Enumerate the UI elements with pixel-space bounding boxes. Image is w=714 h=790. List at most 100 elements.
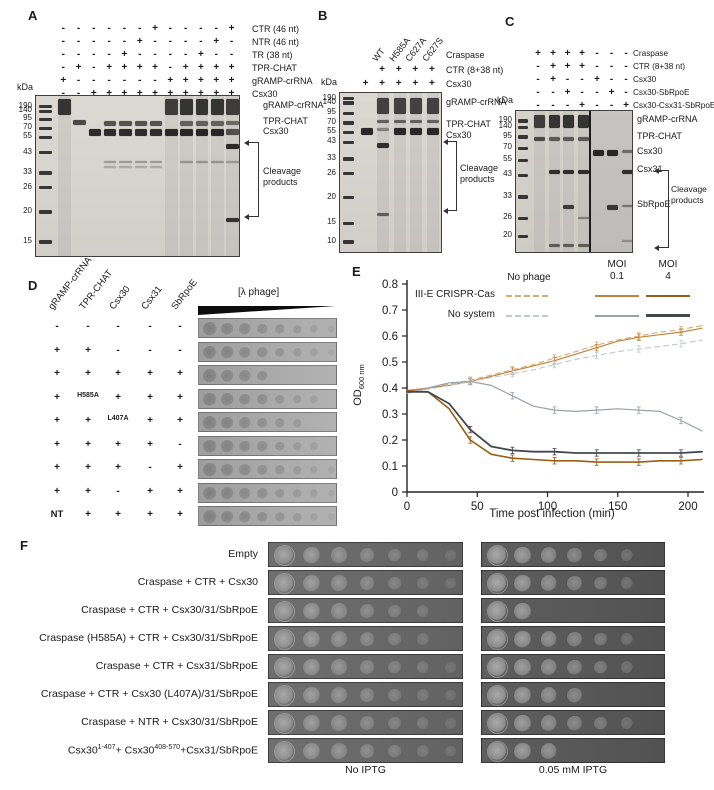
panel-a-sign: - [107,23,111,34]
phage-spot [203,369,217,383]
panel-c-sign: + [623,100,629,111]
gel-lane-smear [393,93,406,252]
panel-a-sign: + [198,62,204,73]
phage-spot [203,416,217,430]
mw-marker-band [39,135,52,140]
panel-a-sign: - [229,36,234,47]
gel-band-label: Csx30 [637,146,663,156]
mw-marker-band [39,171,52,175]
phage-spot [416,605,430,618]
panel-d-strip [198,435,337,456]
phage-spot [274,488,285,499]
phage-spot [514,742,532,761]
panel-a-sign: + [136,88,143,99]
phage-spot [359,743,376,760]
phage-spot [620,549,634,562]
mw-marker-value: 15 [23,235,32,245]
panel-a-sign: - [138,75,142,86]
panel-a-label: A [28,8,38,23]
gel-lane-smear [426,93,439,252]
phage-spot [292,442,302,451]
panel-f-strip-left [268,626,463,651]
mw-marker-band [518,135,528,139]
gel-band [410,127,423,135]
mw-marker-band [39,109,52,114]
gel-band-label: Csx31 [637,164,663,174]
gel-band [393,127,406,135]
cleavage-bracket-vline [258,142,260,216]
panel-f-strip-right [481,654,665,679]
panel-a-sign: + [213,36,220,47]
gel-band [149,129,163,136]
panel-d-sign: + [85,415,91,426]
panel-c-sign: + [550,74,556,85]
phage-spot [221,487,234,500]
phage-spot [238,417,251,429]
mw-marker-band [342,196,354,200]
panel-f-strip-right [481,738,665,763]
gel-band [134,160,147,164]
panel-b-variant-label: WT [370,46,387,64]
phage-spot [359,659,376,676]
gel-band-label: SbRpoE [637,199,671,209]
panel-a-kda-label: kDa [16,82,33,92]
gel-band [426,119,439,124]
panel-b-sign: + [362,78,369,89]
phage-spot [567,715,583,732]
phage-spot [302,546,321,565]
phage-spot [292,489,302,498]
phage-spot [256,441,268,452]
cleavage-arrow-icon [443,138,448,145]
phage-spot [567,687,583,704]
panel-a-sign: + [182,88,189,99]
phage-spot [359,603,376,620]
panel-c-sign: - [536,100,540,111]
phage-spot [487,658,507,677]
panel-a-sign: + [152,62,158,73]
phage-spot [331,659,348,676]
panel-a-sign: + [182,62,189,73]
phage-spot [514,686,532,705]
panel-b-condition-label: CTR (8+38 nt) [446,65,504,75]
phage-spot [416,633,430,646]
panel-d-sign: + [85,344,91,356]
mw-marker-value: 95 [503,130,512,140]
panel-d-sign: - [86,321,90,332]
panel-c-sign: + [550,61,556,72]
panel-c-cleavage-label: Cleavage products [671,184,707,205]
gel-band [621,204,632,208]
panel-a-sign: - [76,49,81,60]
legend-swatch-iiie-nophage [506,295,548,297]
panel-c-sign: - [595,87,599,98]
legend-swatch-iiie-moi4 [646,295,690,297]
gel-band [180,99,193,116]
chart-series [406,391,703,454]
panel-d-strip [198,388,337,409]
mw-marker-value: 26 [503,212,512,222]
panel-f-label: F [20,538,28,553]
mw-marker-value: 43 [23,146,32,156]
gel-band [119,160,132,164]
phage-spot [274,630,294,649]
panel-a-sign: - [92,36,96,47]
phage-spot [540,659,558,676]
cleavage-arrow-icon [654,244,659,251]
panel-d-sign: + [54,438,60,450]
phage-spot [292,418,302,428]
gel-band [533,115,545,129]
panel-a-sign: - [61,36,65,47]
panel-a-sign: + [198,88,204,99]
mw-marker-value: 43 [327,136,336,146]
panel-d-sign: + [85,368,91,379]
panel-f-row-label: Craspase + CTR + Csx30 (L407A)/31/SbRpoE [40,688,258,700]
phage-spot [256,511,268,523]
phage-spot [388,604,403,619]
gel-band-label: TPR-CHAT [446,119,491,129]
panel-f-row-label-part: +Csx31/SbRpoE [180,744,258,757]
panel-a-gel [35,95,240,257]
panel-d-sign: - [148,462,152,473]
gel-band-label: TPR-CHAT [263,116,308,126]
mw-marker-band [518,158,528,163]
gel-lane-smear [533,111,545,252]
phage-spot [238,393,251,406]
